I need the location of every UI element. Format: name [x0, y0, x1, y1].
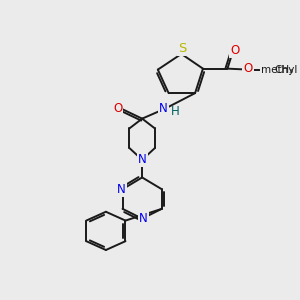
Text: N: N — [139, 212, 148, 225]
Text: N: N — [138, 153, 146, 166]
Text: O: O — [231, 44, 240, 56]
Text: N: N — [159, 102, 168, 115]
Text: methyl: methyl — [261, 64, 298, 75]
Text: S: S — [178, 41, 187, 55]
Text: O: O — [113, 102, 122, 115]
Text: CH₃: CH₃ — [274, 64, 294, 75]
Text: N: N — [117, 183, 126, 196]
Text: H: H — [171, 105, 179, 118]
Text: O: O — [243, 62, 253, 75]
